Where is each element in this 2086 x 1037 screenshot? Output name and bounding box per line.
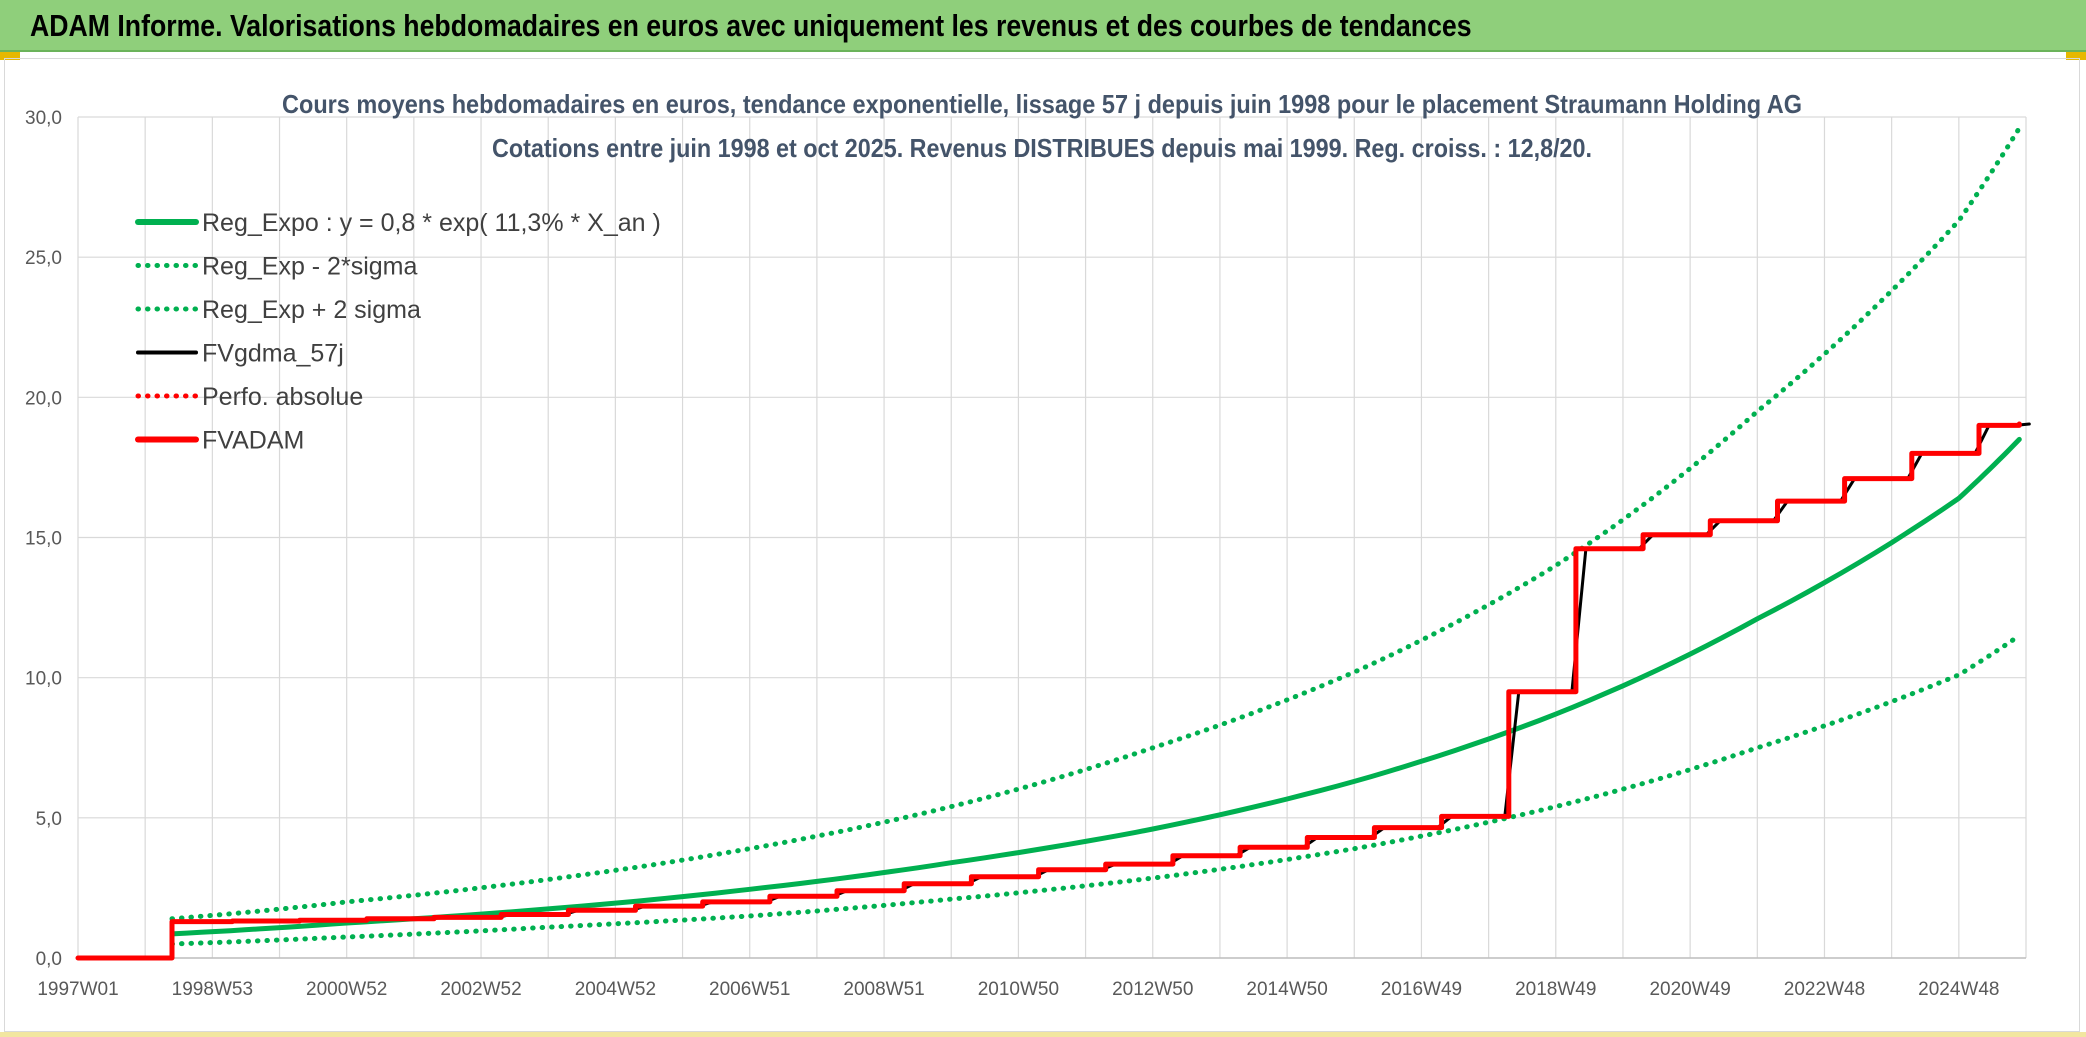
y-tick-label: 0,0 [36,949,62,970]
series-line-5 [75,421,2022,961]
x-tick-label: 2014W50 [1246,979,1327,1000]
y-tick-label: 25,0 [25,248,62,269]
x-tick-label: 2024W48 [1918,979,1999,1000]
legend-label: Reg_Exp - 2*sigma [202,253,417,281]
series-line-0 [169,436,2022,937]
x-tick-label: 1997W01 [37,979,118,1000]
legend-label: FVgdma_57j [202,340,344,368]
x-tick-label: 2000W52 [306,979,387,1000]
banner-corner-left [0,52,20,60]
y-tick-label: 15,0 [25,529,62,550]
x-tick-label: 2016W49 [1381,979,1462,1000]
x-tick-label: 2022W48 [1784,979,1865,1000]
x-tick-label: 1998W53 [172,979,253,1000]
chart-title: Cours moyens hebdomadaires en euros, ten… [282,89,1802,119]
chart-frame [4,58,2080,1032]
bottom-bar [0,1032,2086,1037]
x-tick-label: 2008W51 [843,979,924,1000]
chart-series [75,125,2031,961]
banner-corner-right [2066,52,2086,60]
y-tick-label: 20,0 [25,388,62,409]
x-tick-label: 2020W49 [1649,979,1730,1000]
legend-label: FVADAM [202,427,304,455]
chart-grid [77,116,2027,959]
x-tick-label: 2002W52 [440,979,521,1000]
legend-label: Reg_Exp + 2 sigma [202,296,421,324]
x-tick-label: 2004W52 [575,979,656,1000]
series-line-1 [169,633,2022,947]
x-tick-label: 2018W49 [1515,979,1596,1000]
y-tick-label: 30,0 [25,108,62,129]
y-tick-label: 5,0 [36,809,62,830]
x-tick-label: 2006W51 [709,979,790,1000]
series-line-3 [76,422,2031,960]
series-line-2 [169,125,2022,922]
x-tick-label: 2012W50 [1112,979,1193,1000]
legend-label: Reg_Expo : y = 0,8 * exp( 11,3% * X_an ) [202,209,661,237]
legend-label: Perfo. absolue [202,383,363,411]
chart-legend: Reg_Expo : y = 0,8 * exp( 11,3% * X_an )… [135,209,661,455]
y-tick-label: 10,0 [25,669,62,690]
x-tick-label: 2010W50 [978,979,1059,1000]
report-banner: ADAM Informe. Valorisations hebdomadaire… [0,0,2086,52]
chart-subtitle: Cotations entre juin 1998 et oct 2025. R… [492,133,1592,163]
chart-axes: 0,0 5,0 10,0 15,0 20,0 25,0 30,0 1997W01 1998W53… [25,108,2026,1000]
report-title: ADAM Informe. Valorisations hebdomadaire… [30,8,1472,43]
